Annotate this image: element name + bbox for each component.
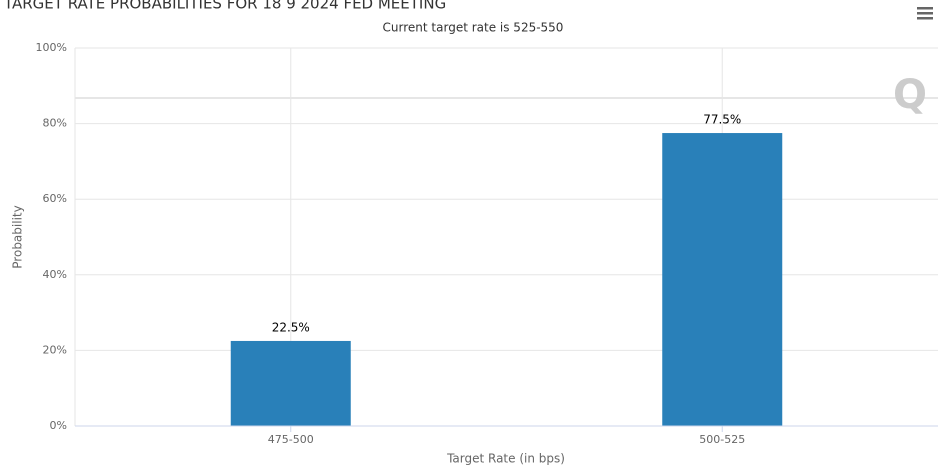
y-tick-label: 40% bbox=[43, 268, 67, 281]
x-axis-label: Target Rate (in bps) bbox=[446, 452, 565, 466]
logo: Q bbox=[893, 72, 927, 118]
y-tick-label: 80% bbox=[43, 117, 67, 130]
y-tick-label: 100% bbox=[36, 41, 67, 54]
bar bbox=[230, 340, 351, 426]
y-tick-label: 60% bbox=[43, 192, 67, 205]
x-tick-label: 500-525 bbox=[699, 433, 745, 446]
chart-title: TARGET RATE PROBABILITIES FOR 18 9 2024 … bbox=[3, 0, 446, 13]
y-tick-label: 20% bbox=[43, 343, 67, 356]
x-tick-label: 475-500 bbox=[268, 433, 314, 446]
chart-subtitle: Current target rate is 525-550 bbox=[383, 21, 564, 35]
bar bbox=[662, 133, 783, 427]
data-label: 22.5% bbox=[272, 320, 310, 334]
y-axis-label: Probability bbox=[11, 205, 25, 268]
data-label: 77.5% bbox=[703, 113, 741, 127]
menu-icon[interactable] bbox=[917, 7, 933, 20]
y-tick-label: 0% bbox=[50, 419, 67, 432]
